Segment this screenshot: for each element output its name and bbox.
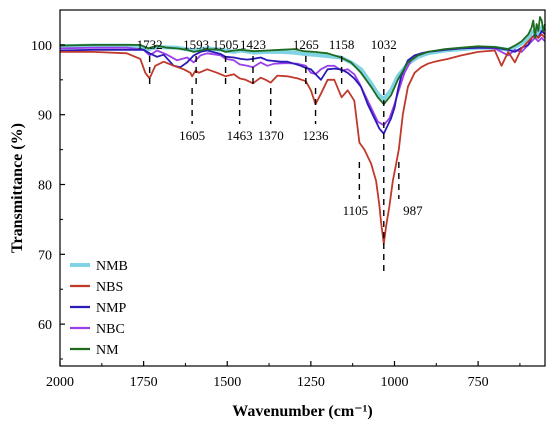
annotation-bottom-label: 987 — [403, 203, 423, 218]
annotation-bottom-label: 1370 — [258, 128, 284, 143]
x-tick-label: 1000 — [380, 375, 408, 390]
x-tick-label: 750 — [468, 375, 489, 390]
series-line-nm — [59, 16, 546, 106]
annotation-top-label: 1505 — [213, 37, 239, 52]
annotation-top-label: 1265 — [293, 37, 319, 52]
x-tick-label: 1500 — [213, 375, 241, 390]
series-line-nbs — [60, 33, 546, 245]
annotation-bottom-label: 1236 — [303, 128, 330, 143]
legend: NMB NBS NMP NBC NM — [70, 259, 128, 358]
y-axis-title: Transmittance (%) — [9, 123, 26, 253]
y-tick-label: 80 — [38, 179, 52, 194]
annotation-top-label: 1593 — [183, 37, 209, 52]
y-tick-label: 60 — [38, 318, 52, 333]
x-tick-label: 1750 — [130, 375, 158, 390]
annotation-top-label: 1423 — [240, 37, 266, 52]
y-tick-label: 100 — [31, 39, 52, 54]
y-tick-label: 90 — [38, 109, 52, 124]
legend-label-nbs: NBS — [96, 280, 123, 295]
axes-layer: 2000 1750 1500 1250 1000 750 60 70 80 90 100 — [31, 9, 521, 390]
annotation-bottom-label: 1105 — [343, 203, 369, 218]
series-line-nmb — [59, 25, 547, 102]
series-line-nmp — [59, 30, 546, 135]
annotation-layer: 1732 1593 1505 1423 1265 1158 1032 1605 1463 1370… — [137, 37, 423, 275]
annotation-top-label: 1158 — [329, 37, 355, 52]
annotation-bottom-label: 1463 — [227, 128, 253, 143]
x-axis-title: Wavenumber (cm⁻¹) — [232, 403, 372, 420]
legend-label-nbc: NBC — [96, 322, 125, 337]
y-tick-label: 70 — [38, 248, 52, 263]
legend-label-nmb: NMB — [96, 259, 128, 274]
plot-frame — [59, 9, 546, 367]
legend-label-nmp: NMP — [96, 301, 127, 316]
x-tick-label: 2000 — [46, 375, 74, 390]
annotation-top-label: 1032 — [371, 37, 397, 52]
annotation-top-label: 1732 — [137, 37, 163, 52]
annotation-bottom-label: 1605 — [179, 128, 205, 143]
legend-label-nm: NM — [96, 343, 119, 358]
x-tick-label: 1250 — [297, 375, 325, 390]
